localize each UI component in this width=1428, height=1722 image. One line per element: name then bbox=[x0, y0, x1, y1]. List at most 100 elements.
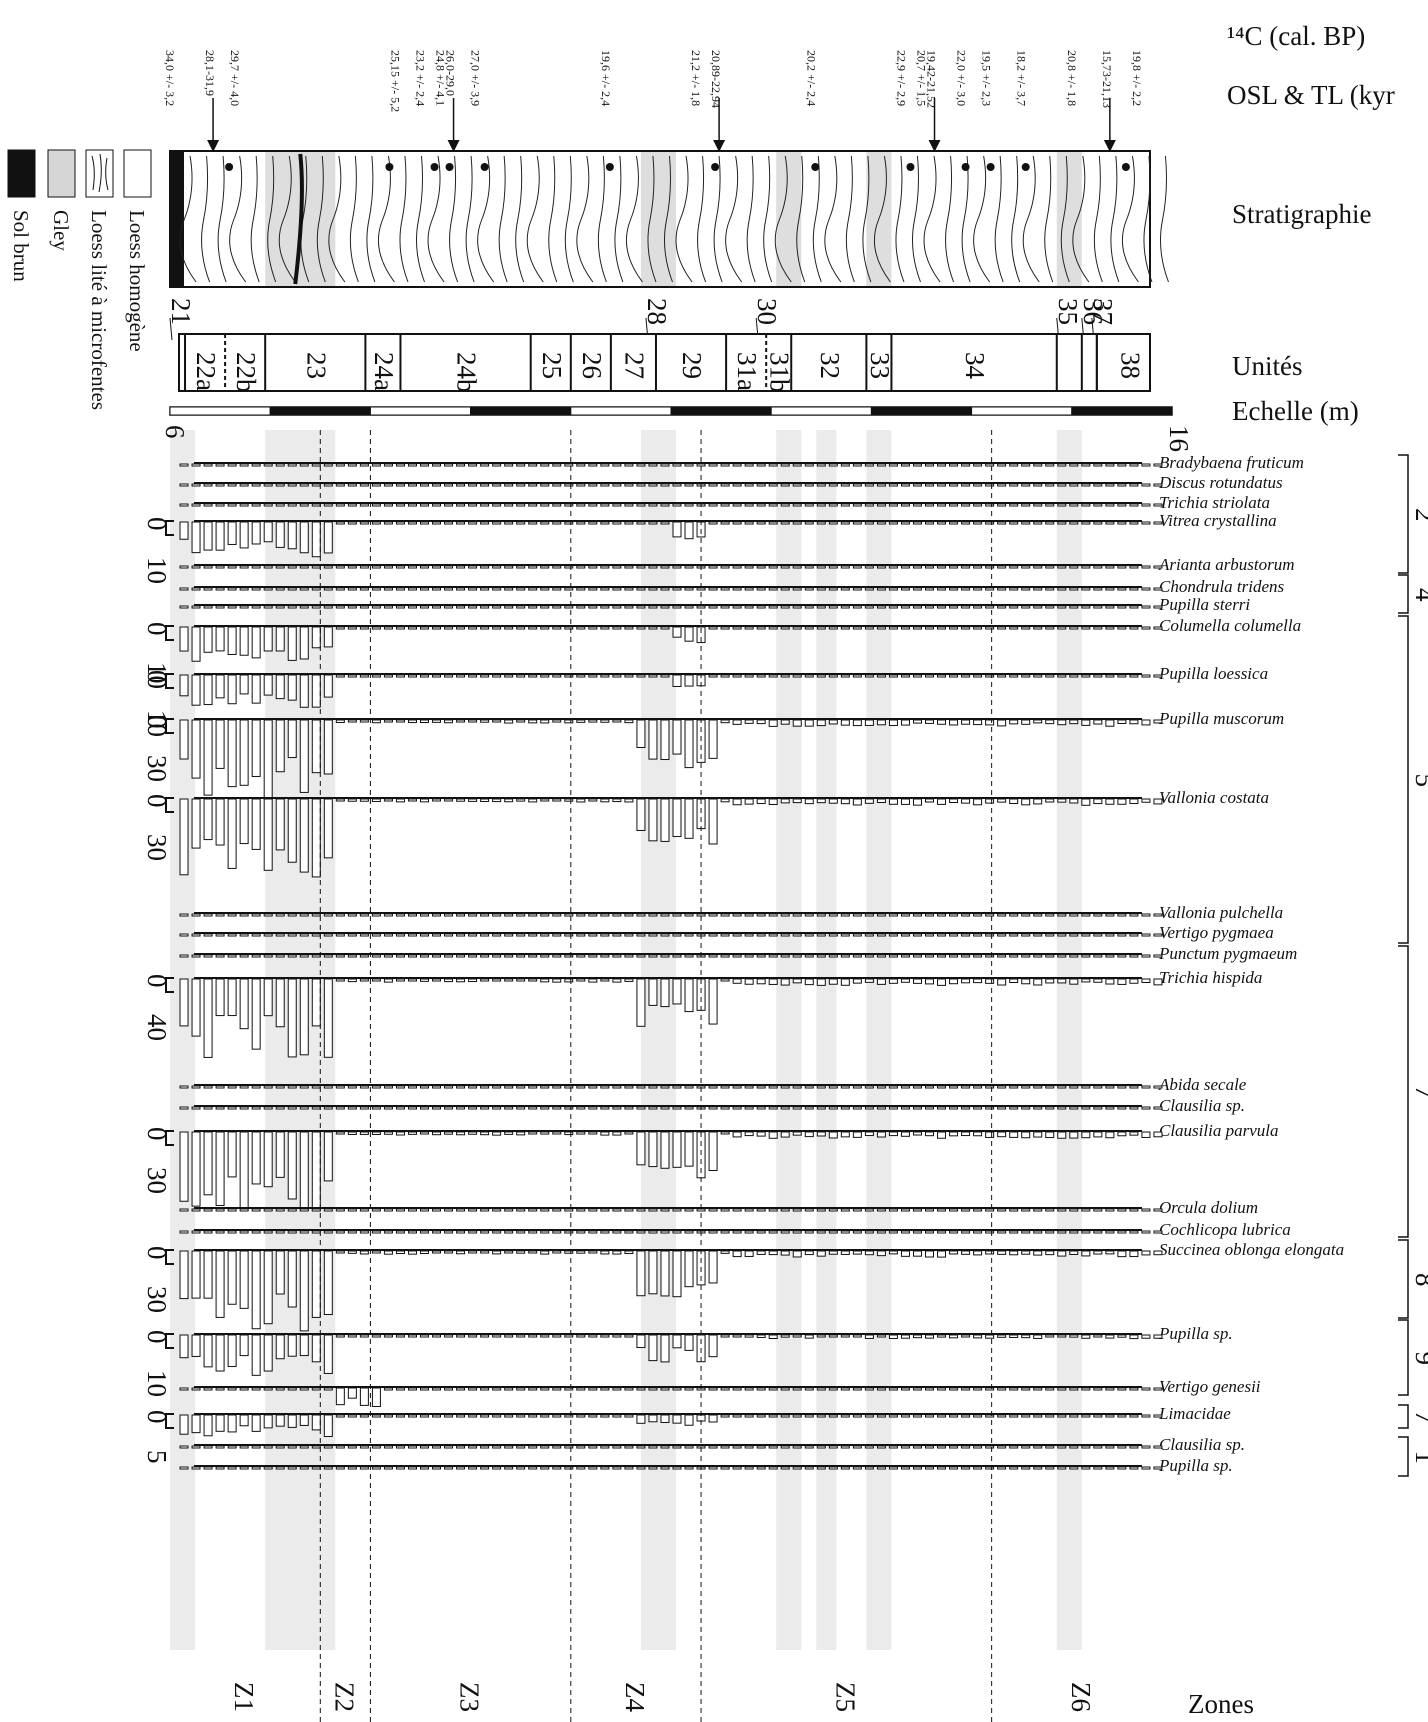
abundance-bar bbox=[900, 1445, 910, 1449]
unit-label: 27 bbox=[619, 352, 649, 379]
abundance-bar bbox=[1045, 1334, 1055, 1338]
abundance-bar bbox=[420, 1106, 429, 1110]
abundance-bar bbox=[840, 933, 850, 937]
abundance-bar bbox=[1069, 463, 1079, 467]
scale-bracket bbox=[165, 1333, 174, 1349]
abundance-bar bbox=[383, 1085, 393, 1089]
abundance-bar bbox=[588, 463, 598, 467]
abundance-bar bbox=[432, 587, 442, 591]
abundance-bar bbox=[299, 933, 309, 937]
abundance-bar bbox=[973, 1414, 983, 1418]
abundance-bar bbox=[1117, 1131, 1127, 1137]
species-label: Columella columella bbox=[1159, 616, 1301, 635]
abundance-bar bbox=[564, 565, 574, 569]
abundance-bar bbox=[371, 1466, 381, 1470]
abundance-bar bbox=[852, 674, 862, 678]
abundance-bar bbox=[648, 1334, 658, 1362]
abundance-bar bbox=[973, 913, 983, 917]
abundance-bar bbox=[864, 798, 874, 804]
abundance-bar bbox=[371, 1445, 381, 1449]
abundance-bar bbox=[684, 587, 694, 591]
abundance-bar bbox=[540, 1334, 550, 1338]
abundance-bar bbox=[468, 1387, 478, 1391]
abundance-bar bbox=[576, 1387, 586, 1391]
group-label: 7 bbox=[1410, 1086, 1428, 1100]
abundance-bar bbox=[744, 1466, 754, 1470]
abundance-bar bbox=[1081, 605, 1091, 609]
abundance-bar bbox=[600, 503, 610, 507]
abundance-bar bbox=[816, 565, 826, 569]
abundance-bar bbox=[395, 626, 405, 630]
abundance-bar bbox=[768, 1250, 778, 1256]
abundance-bar bbox=[1081, 463, 1091, 467]
abundance-bar bbox=[480, 521, 490, 525]
abundance-bar bbox=[780, 933, 790, 937]
abundance-bar bbox=[732, 1334, 742, 1338]
abundance-bar bbox=[359, 719, 369, 723]
abundance-bar bbox=[564, 1106, 574, 1110]
abundance-bar bbox=[468, 605, 478, 609]
abundance-bar bbox=[648, 565, 658, 569]
abundance-bar bbox=[852, 565, 862, 569]
species-label: Succinea oblonga elongata bbox=[1159, 1240, 1344, 1259]
group-bracket bbox=[1398, 945, 1409, 1238]
date-label: 15,73-21,13 bbox=[1100, 50, 1114, 108]
abundance-bar bbox=[335, 1414, 345, 1418]
abundance-bar bbox=[227, 1334, 237, 1368]
abundance-bar bbox=[876, 1106, 886, 1110]
abundance-bar bbox=[420, 1208, 429, 1212]
abundance-bar bbox=[1081, 978, 1091, 983]
abundance-bar bbox=[1153, 1106, 1163, 1110]
abundance-bar bbox=[227, 483, 237, 487]
strat-line bbox=[1060, 155, 1070, 283]
abundance-bar bbox=[780, 1334, 790, 1338]
abundance-bar bbox=[179, 463, 189, 467]
abundance-bar bbox=[179, 605, 189, 609]
abundance-bar bbox=[456, 521, 466, 525]
scale-bracket bbox=[165, 1130, 174, 1146]
abundance-bar bbox=[359, 1466, 369, 1470]
abundance-bar bbox=[323, 626, 333, 648]
abundance-bar bbox=[1081, 626, 1091, 630]
strat-line bbox=[498, 155, 508, 283]
abundance-bar bbox=[973, 719, 983, 726]
abundance-bar bbox=[828, 674, 838, 678]
abundance-bar bbox=[251, 1387, 261, 1391]
abundance-bar bbox=[540, 626, 550, 630]
abundance-bar bbox=[852, 605, 862, 609]
sample-dot bbox=[605, 163, 614, 171]
species-label: Clausilia sp. bbox=[1159, 1096, 1245, 1115]
abundance-bar bbox=[852, 978, 862, 984]
abundance-bar bbox=[900, 463, 910, 467]
abundance-bar bbox=[672, 1085, 682, 1089]
abundance-bar bbox=[227, 798, 237, 869]
abundance-bar bbox=[480, 1414, 490, 1418]
abundance-bar bbox=[937, 1230, 947, 1234]
abundance-bar bbox=[900, 913, 910, 917]
abundance-bar bbox=[564, 463, 574, 467]
abundance-bar bbox=[540, 483, 550, 487]
abundance-bar bbox=[1081, 674, 1091, 678]
unit-label: 31b bbox=[765, 352, 795, 393]
abundance-bar bbox=[215, 1230, 225, 1234]
abundance-bar bbox=[1117, 954, 1127, 958]
sample-dot bbox=[986, 163, 995, 171]
abundance-bar bbox=[227, 719, 237, 788]
abundance-bar bbox=[311, 913, 321, 917]
strat-line bbox=[1143, 155, 1153, 283]
abundance-bar bbox=[720, 798, 730, 803]
abundance-bar bbox=[912, 463, 922, 467]
abundance-bar bbox=[792, 1387, 802, 1391]
scale-segment bbox=[269, 406, 371, 416]
abundance-bar bbox=[1021, 1106, 1031, 1110]
strat-line bbox=[526, 155, 544, 283]
abundance-bar bbox=[203, 1334, 213, 1368]
abundance-bar bbox=[744, 1250, 754, 1257]
abundance-bar bbox=[432, 913, 442, 917]
abundance-bar bbox=[1081, 933, 1091, 937]
abundance-bar bbox=[1033, 954, 1043, 958]
abundance-bar bbox=[1129, 463, 1139, 467]
abundance-bar bbox=[768, 587, 778, 591]
abundance-bar bbox=[383, 719, 393, 723]
abundance-bar bbox=[588, 1106, 598, 1110]
